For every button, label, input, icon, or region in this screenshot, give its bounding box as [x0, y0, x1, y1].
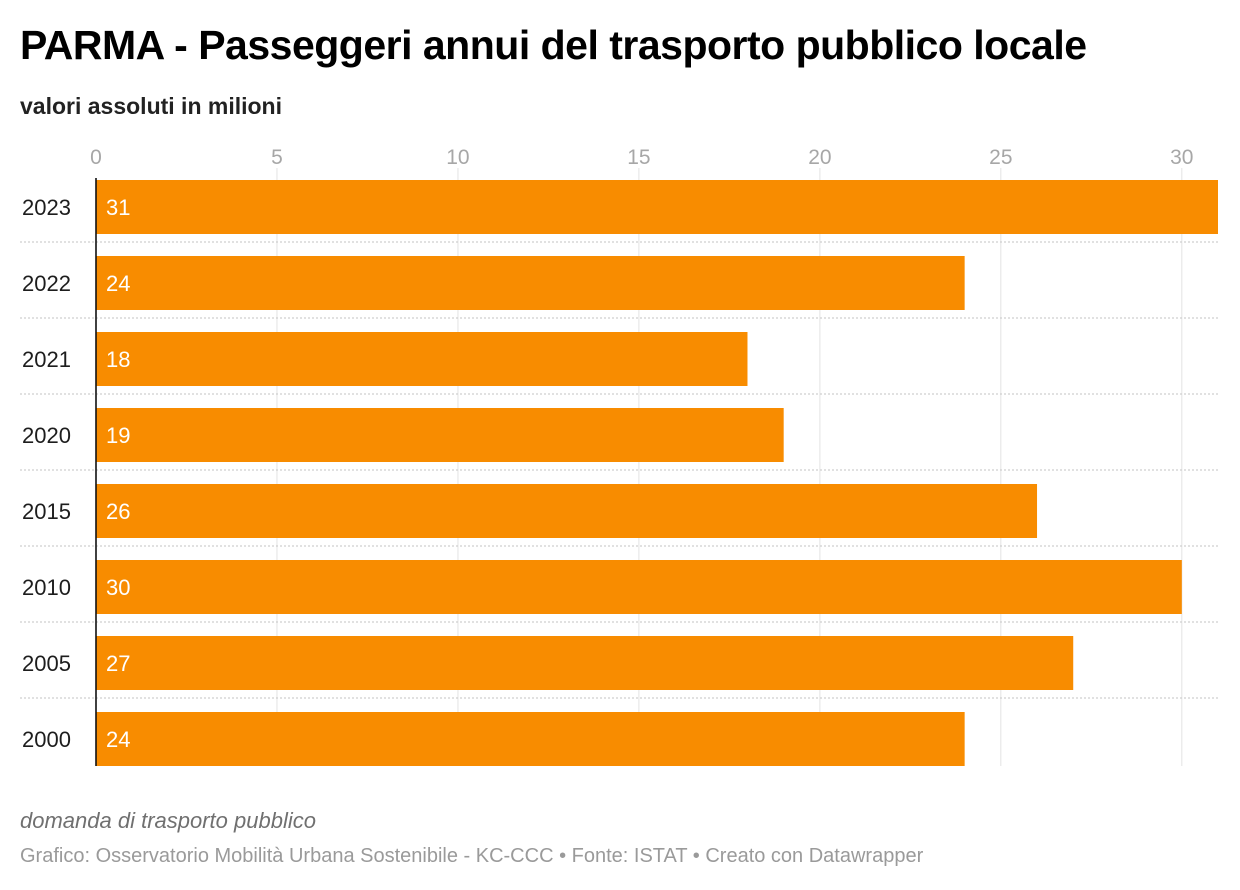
- labels: 0 5 10 15 20 25 30 2023 31 2022 24 2021 18 2020 19 2015…: [22, 146, 1193, 752]
- bars: [96, 180, 1218, 766]
- x-tick-label: 5: [271, 146, 283, 169]
- category-label: 2022: [22, 271, 71, 296]
- category-label: 2010: [22, 575, 71, 600]
- chart-note: domanda di trasporto pubblico: [20, 808, 316, 833]
- category-label: 2023: [22, 195, 71, 220]
- bar: [96, 712, 965, 766]
- value-label: 24: [106, 271, 130, 296]
- x-tick-label: 30: [1170, 146, 1193, 169]
- bar: [96, 180, 1218, 234]
- bar: [96, 636, 1074, 690]
- bar: [96, 560, 1182, 614]
- x-tick-label: 10: [446, 146, 469, 169]
- chart-title: PARMA - Passeggeri annui del trasporto p…: [20, 22, 1087, 68]
- x-tick-label: 0: [90, 146, 102, 169]
- chart-footer: Grafico: Osservatorio Mobilità Urbana So…: [20, 845, 924, 867]
- value-label: 26: [106, 499, 130, 524]
- bar-chart: 0 5 10 15 20 25 30 2023 31 2022 24 2021 18 2020 19 2015…: [0, 130, 1240, 780]
- bar: [96, 408, 784, 462]
- x-tick-label: 25: [989, 146, 1012, 169]
- value-label: 19: [106, 423, 130, 448]
- chart-subtitle: valori assoluti in milioni: [20, 93, 282, 119]
- row-separators: [20, 241, 1218, 699]
- bar: [96, 484, 1038, 538]
- value-label: 27: [106, 651, 130, 676]
- x-tick-label: 20: [808, 146, 831, 169]
- category-label: 2000: [22, 727, 71, 752]
- value-label: 31: [106, 195, 130, 220]
- bar: [96, 332, 748, 386]
- bar-chart-svg: 0 5 10 15 20 25 30 2023 31 2022 24 2021 18 2020 19 2015…: [20, 146, 1218, 766]
- category-label: 2005: [22, 651, 71, 676]
- value-label: 24: [106, 727, 130, 752]
- category-label: 2021: [22, 347, 71, 372]
- bar: [96, 256, 965, 310]
- value-label: 30: [106, 575, 130, 600]
- category-label: 2020: [22, 423, 71, 448]
- category-label: 2015: [22, 499, 71, 524]
- x-tick-label: 15: [627, 146, 650, 169]
- value-label: 18: [106, 347, 130, 372]
